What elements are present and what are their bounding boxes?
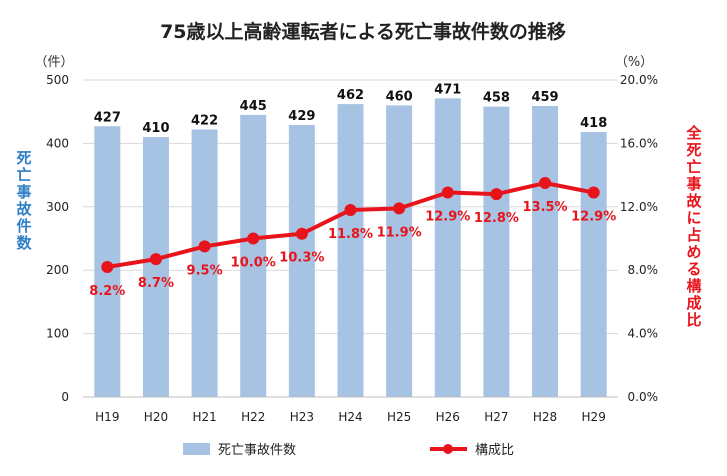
bar-data-label: 418	[580, 116, 607, 131]
line-point	[247, 232, 260, 245]
legend-swatch-bar	[183, 443, 210, 455]
bar-data-label: 410	[142, 121, 169, 136]
line-data-label: 10.0%	[231, 256, 276, 271]
legend-label-bar: 死亡事故件数	[218, 443, 296, 458]
line-point	[149, 253, 162, 266]
bar-series	[94, 98, 607, 398]
bar	[580, 131, 607, 397]
right-tick-label: 16.0%	[620, 136, 658, 150]
line-data-label: 12.8%	[474, 211, 519, 226]
line-point	[539, 177, 552, 190]
bar	[532, 105, 559, 397]
bar	[434, 98, 461, 398]
line-data-label: 12.9%	[571, 210, 616, 225]
right-tick-label: 4.0%	[628, 327, 659, 341]
line-data-label: 10.3%	[279, 251, 324, 266]
right-tick-label: 12.0%	[620, 200, 658, 214]
x-tick-label: H20	[144, 410, 168, 424]
x-tick-label: H24	[338, 410, 362, 424]
line-data-label: 9.5%	[187, 263, 223, 278]
x-tick-label: H27	[484, 410, 508, 424]
bar	[191, 129, 218, 397]
x-tick-label: H26	[436, 410, 460, 424]
bar-data-label: 429	[288, 109, 315, 124]
line-point	[101, 261, 114, 274]
right-tick-label: 0.0%	[628, 390, 659, 404]
line-series: 8.2%8.7%9.5%10.0% 10.3%11.8% 11.9%12.9% 12.…	[89, 177, 616, 299]
legend: 死亡事故件数 構成比	[183, 443, 514, 458]
line-point	[587, 186, 600, 199]
line-data-label: 13.5%	[522, 200, 567, 215]
line-data-label: 12.9%	[425, 210, 470, 225]
line-point	[393, 202, 406, 215]
bar	[386, 105, 413, 398]
left-tick-label: 0	[61, 390, 69, 404]
left-tick-label: 500	[46, 73, 69, 87]
x-tick-label: H28	[533, 410, 557, 424]
bar-data-label: 460	[386, 89, 413, 104]
line-point	[490, 188, 503, 201]
x-tick-label: H23	[290, 410, 314, 424]
left-tick-label: 100	[46, 327, 69, 341]
bar-data-labels: 427 410 422 445 429 462 460 471 458 459 418	[94, 82, 608, 136]
line-point	[295, 227, 308, 240]
line-point	[441, 186, 454, 199]
right-axis-title: 全死亡事故に占める構成比	[685, 124, 702, 329]
x-tick-label: H25	[387, 410, 411, 424]
left-tick-label: 200	[46, 263, 69, 277]
line-data-label: 8.7%	[138, 276, 174, 291]
x-tick-label: H21	[192, 410, 216, 424]
line-data-label: 8.2%	[89, 284, 125, 299]
left-tick-label: 300	[46, 200, 69, 214]
line-point	[198, 240, 211, 253]
bar-data-label: 471	[434, 82, 461, 97]
legend-swatch-marker	[443, 444, 453, 454]
bar	[483, 106, 510, 398]
bar-data-label: 462	[337, 88, 364, 103]
bar-data-label: 445	[240, 99, 267, 114]
bar-data-label: 422	[191, 113, 218, 128]
bar	[337, 104, 364, 397]
line-data-label: 11.8%	[328, 227, 373, 242]
x-tick-label: H29	[582, 410, 606, 424]
right-tick-label: 8.0%	[628, 263, 659, 277]
right-axis-unit: （%）	[615, 55, 653, 70]
line-data-label: 11.9%	[377, 225, 422, 240]
legend-label-line: 構成比	[475, 443, 514, 458]
bar-data-label: 427	[94, 110, 121, 125]
chart-title: 75歳以上高齢運転者による死亡事故件数の推移	[160, 20, 566, 43]
right-tick-label: 20.0%	[620, 73, 658, 87]
bar-data-label: 458	[483, 91, 510, 106]
left-axis-unit: （件）	[34, 55, 73, 70]
x-tick-label: H22	[241, 410, 265, 424]
bar-data-label: 459	[531, 90, 558, 105]
line-point	[344, 203, 357, 216]
bar	[288, 125, 315, 397]
left-axis-title: 死亡事故件数	[16, 149, 32, 252]
left-tick-label: 400	[46, 136, 69, 150]
axes: 0 100 200 300 400 500 0.0% 4.0% 8.0% 12.0% 16.0% 20…	[16, 73, 702, 424]
bar	[240, 114, 267, 398]
bar	[142, 137, 169, 397]
x-tick-label: H19	[95, 410, 119, 424]
